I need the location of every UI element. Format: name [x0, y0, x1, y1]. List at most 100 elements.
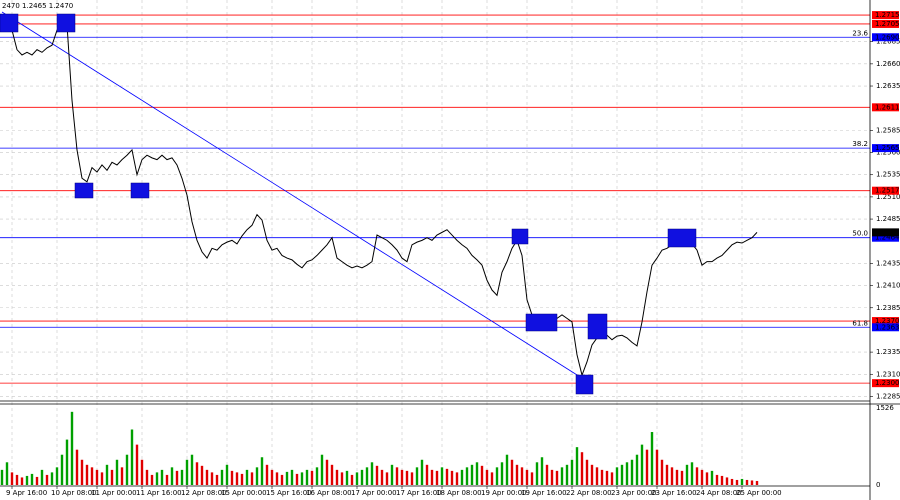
- volume-bar: [115, 459, 119, 485]
- volume-bar: [695, 467, 699, 485]
- pivot-marker: [511, 228, 529, 245]
- volume-bar: [485, 469, 489, 485]
- volume-bar: [750, 480, 754, 485]
- volume-bar: [270, 469, 274, 485]
- volume-bar: [345, 470, 349, 485]
- volume-bar: [225, 464, 229, 485]
- pivot-marker: [525, 313, 558, 332]
- volume-bar: [195, 462, 199, 485]
- y-tick-label: 1.2660: [876, 60, 900, 68]
- volume-bar: [680, 470, 684, 485]
- volume-bar: [620, 464, 624, 485]
- x-tick-label: 15 Apr 16:00: [266, 489, 312, 497]
- volume-bar: [685, 464, 689, 485]
- pivot-marker: [56, 13, 76, 33]
- volume-bar: [560, 467, 564, 485]
- volume-bar: [515, 464, 519, 485]
- volume-bar: [50, 472, 54, 485]
- volume-bar: [260, 457, 264, 485]
- volume-bar: [305, 469, 309, 485]
- y-tick-label: 1.2560: [876, 149, 900, 157]
- level-label: 1.2370: [875, 317, 900, 325]
- x-tick-label: 23 Apr 00:00: [611, 489, 657, 497]
- level-label-box: [872, 379, 899, 388]
- volume-bar: [190, 454, 194, 485]
- volume-bar: [640, 444, 644, 485]
- y-tick-label: 1.2310: [876, 370, 900, 378]
- volume-bar: [630, 459, 634, 485]
- volume-bar: [575, 447, 579, 485]
- volume-bar: [655, 449, 659, 485]
- volume-bar: [80, 459, 84, 485]
- y-tick-label: 1.2685: [876, 38, 900, 46]
- volume-bar: [70, 411, 74, 485]
- volume-bar: [520, 467, 524, 485]
- volume-bar: [625, 462, 629, 485]
- volume-bar: [445, 468, 449, 485]
- volume-bar: [645, 449, 649, 485]
- volume-bar: [135, 444, 139, 485]
- y-tick-label: 1.2410: [876, 282, 900, 290]
- x-tick-label: 22 Apr 08:00: [566, 489, 612, 497]
- y-tick-label: 1.2435: [876, 259, 900, 267]
- volume-bar: [160, 469, 164, 485]
- level-label-box: [872, 19, 899, 28]
- volume-bar: [730, 478, 734, 485]
- level-label: 1.2715: [875, 11, 900, 19]
- x-tick-label: 12 Apr 08:00: [181, 489, 227, 497]
- volume-bar: [230, 470, 234, 485]
- y-tick-label: 1.2585: [876, 126, 900, 134]
- volume-bar: [670, 467, 674, 485]
- volume-bar: [435, 470, 439, 485]
- volume-bar: [410, 472, 414, 485]
- volume-bar: [245, 469, 249, 485]
- last-price-box: [872, 228, 899, 237]
- volume-bar: [580, 452, 584, 485]
- level-label: 1.2363: [875, 323, 900, 331]
- volume-bar: [330, 464, 334, 485]
- volume-bar: [120, 467, 124, 485]
- volume-bar: [250, 472, 254, 485]
- volume-bar: [10, 472, 14, 485]
- level-label-box: [872, 33, 899, 42]
- level-label: 1.2705: [875, 20, 900, 28]
- x-tick-label: 25 Apr 00:00: [736, 489, 782, 497]
- level-label-box: [872, 323, 899, 332]
- level-label-box: [872, 11, 899, 20]
- volume-bar: [545, 464, 549, 485]
- x-tick-label: 18 Apr 08:00: [436, 489, 482, 497]
- volume-bar: [525, 469, 529, 485]
- volume-bar: [45, 474, 49, 485]
- volume-bar: [550, 469, 554, 485]
- volume-bar: [320, 454, 324, 485]
- volume-bar: [715, 474, 719, 485]
- y-tick-label: 1.2485: [876, 215, 900, 223]
- volume-bar: [505, 454, 509, 485]
- x-tick-label: 24 Apr 08:00: [696, 489, 742, 497]
- volume-bar: [60, 454, 64, 485]
- x-tick-label: 9 Apr 16:00: [6, 489, 47, 497]
- volume-bar: [55, 467, 59, 485]
- volume-bar: [400, 469, 404, 485]
- y-tick-label: 1.2510: [876, 193, 900, 201]
- volume-bar: [635, 454, 639, 485]
- y-tick-label: 1.2335: [876, 348, 900, 356]
- last-price-label: 1.2470: [875, 228, 900, 236]
- y-tick-label: 1.2635: [876, 82, 900, 90]
- volume-bar: [370, 462, 374, 485]
- volume-bar: [310, 470, 314, 485]
- volume-bar: [340, 472, 344, 485]
- level-label-box: [872, 233, 899, 242]
- volume-bar: [720, 475, 724, 485]
- volume-bar: [140, 459, 144, 485]
- volume-bar: [430, 469, 434, 485]
- volume-bar: [180, 469, 184, 485]
- y-tick-label: 1.2535: [876, 171, 900, 179]
- volume-bar: [500, 462, 504, 485]
- volume-bar: [395, 467, 399, 485]
- volume-bar: [405, 470, 409, 485]
- level-label: 1.2611: [875, 103, 900, 111]
- volume-bar: [650, 432, 654, 485]
